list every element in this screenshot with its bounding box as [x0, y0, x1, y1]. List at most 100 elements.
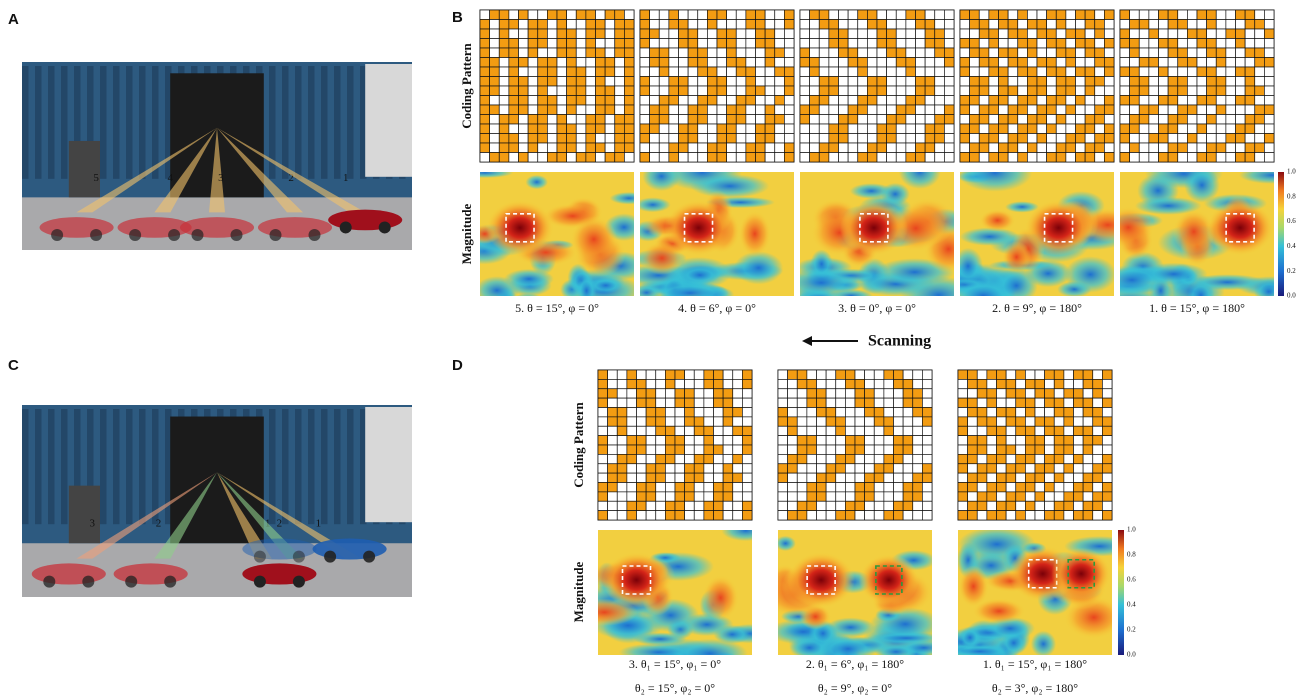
cell — [698, 77, 708, 87]
cell — [576, 134, 586, 144]
cell — [877, 58, 887, 68]
cell — [1130, 153, 1140, 163]
cell — [1226, 58, 1236, 68]
cell — [1047, 39, 1057, 49]
cell — [970, 29, 980, 39]
low-region — [1065, 256, 1117, 292]
cell — [810, 10, 820, 20]
cell — [1064, 483, 1074, 492]
cell — [646, 464, 656, 473]
cell — [877, 48, 887, 58]
cell — [1149, 134, 1159, 144]
cell — [637, 501, 647, 510]
cell — [970, 58, 980, 68]
cell — [819, 77, 829, 87]
cell — [1016, 501, 1026, 510]
cell — [765, 77, 775, 87]
cell — [807, 464, 817, 473]
cell — [1139, 134, 1149, 144]
cell — [746, 58, 756, 68]
cell — [480, 115, 490, 125]
beam-label: 3 — [89, 518, 95, 530]
cell — [1236, 96, 1246, 106]
cell — [1264, 115, 1274, 125]
cell — [1074, 408, 1084, 417]
cell — [509, 124, 519, 134]
cell — [1236, 115, 1246, 125]
cell — [1076, 67, 1086, 77]
cell — [723, 398, 733, 407]
cell — [1168, 77, 1178, 87]
cell — [608, 483, 618, 492]
cell — [903, 379, 913, 388]
absorber — [126, 409, 133, 524]
cell — [925, 105, 935, 115]
cell — [694, 473, 704, 482]
cell — [845, 454, 855, 463]
cell — [742, 464, 752, 473]
cell — [538, 10, 548, 20]
cell — [778, 483, 788, 492]
cell — [884, 483, 894, 492]
cell — [480, 77, 490, 87]
cell — [640, 143, 650, 153]
cell — [867, 143, 877, 153]
cell — [646, 436, 656, 445]
cell — [1102, 473, 1112, 482]
cell — [1207, 10, 1217, 20]
cell — [817, 389, 827, 398]
cell — [1083, 445, 1093, 454]
cell — [698, 105, 708, 115]
cell — [547, 105, 557, 115]
cell — [1085, 134, 1095, 144]
cell — [1018, 77, 1028, 87]
cell — [727, 58, 737, 68]
cell — [797, 426, 807, 435]
cell — [586, 10, 596, 20]
cell — [717, 67, 727, 77]
cell — [922, 511, 932, 520]
absorber — [334, 409, 341, 524]
cell — [867, 124, 877, 134]
cell — [896, 39, 906, 49]
cell — [1074, 501, 1084, 510]
cell — [1187, 143, 1197, 153]
mid-region — [702, 575, 739, 621]
absorber — [152, 66, 159, 179]
cell — [788, 426, 798, 435]
cell — [1066, 96, 1076, 106]
cell — [960, 105, 970, 115]
cell — [1149, 115, 1159, 125]
cell — [598, 370, 608, 379]
cell — [765, 86, 775, 96]
cell — [723, 501, 733, 510]
cell — [669, 105, 679, 115]
cell — [987, 436, 997, 445]
cell — [855, 454, 865, 463]
panel-label: D — [452, 357, 463, 374]
cell — [788, 436, 798, 445]
cell — [1187, 153, 1197, 163]
cell — [557, 134, 567, 144]
cell — [490, 96, 500, 106]
cell — [727, 143, 737, 153]
cell — [499, 48, 509, 58]
cell — [646, 483, 656, 492]
cell — [519, 153, 529, 163]
cell — [617, 492, 627, 501]
cell — [855, 436, 865, 445]
cell — [1064, 408, 1074, 417]
cell — [538, 96, 548, 106]
cell — [598, 417, 608, 426]
cell — [989, 58, 999, 68]
row-label: Coding Pattern — [459, 42, 474, 128]
cell — [1056, 143, 1066, 153]
cell — [605, 105, 615, 115]
cell — [1139, 29, 1149, 39]
cell — [688, 58, 698, 68]
cell — [1074, 511, 1084, 520]
cell — [826, 417, 836, 426]
beam-label: 4 — [167, 172, 173, 184]
cell — [742, 379, 752, 388]
panel-label: B — [452, 9, 463, 26]
